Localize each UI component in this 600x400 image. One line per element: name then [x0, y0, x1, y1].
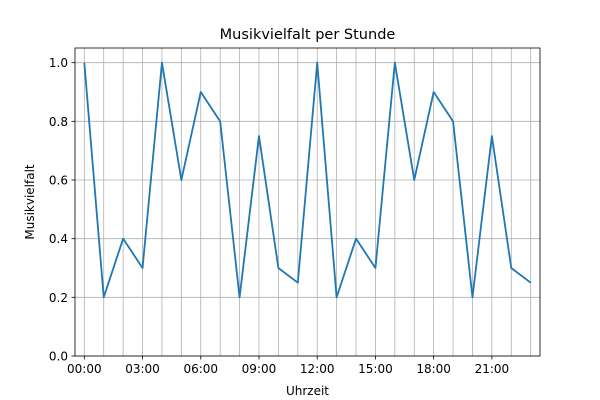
- y-tick-label: 0.2: [49, 291, 68, 305]
- x-tick-label: 00:00: [67, 362, 102, 376]
- y-tick-label: 0.0: [49, 350, 68, 364]
- y-tick-label: 0.8: [49, 115, 68, 129]
- x-tick-label: 21:00: [475, 362, 510, 376]
- y-axis-title: Musikvielfalt: [23, 164, 37, 240]
- chart-title: Musikvielfalt per Stunde: [220, 27, 396, 43]
- x-axis-title: Uhrzeit: [286, 384, 329, 398]
- x-tick-label: 18:00: [416, 362, 451, 376]
- x-tick-label: 03:00: [125, 362, 160, 376]
- x-tick-label: 15:00: [358, 362, 393, 376]
- y-tick-label: 0.6: [49, 174, 68, 188]
- x-tick-label: 09:00: [242, 362, 277, 376]
- x-tick-label: 12:00: [300, 362, 335, 376]
- series-layer: [83, 61, 532, 299]
- series-line: [83, 61, 532, 299]
- y-tick-label: 0.4: [49, 232, 68, 246]
- y-tick-label: 1.0: [49, 56, 68, 70]
- x-tick-label: 06:00: [183, 362, 218, 376]
- ticks: 00:00 03:00 06:00 09:00 12:00 15:00 18:00 21:00…: [49, 56, 509, 376]
- plot-frame: [74, 47, 541, 357]
